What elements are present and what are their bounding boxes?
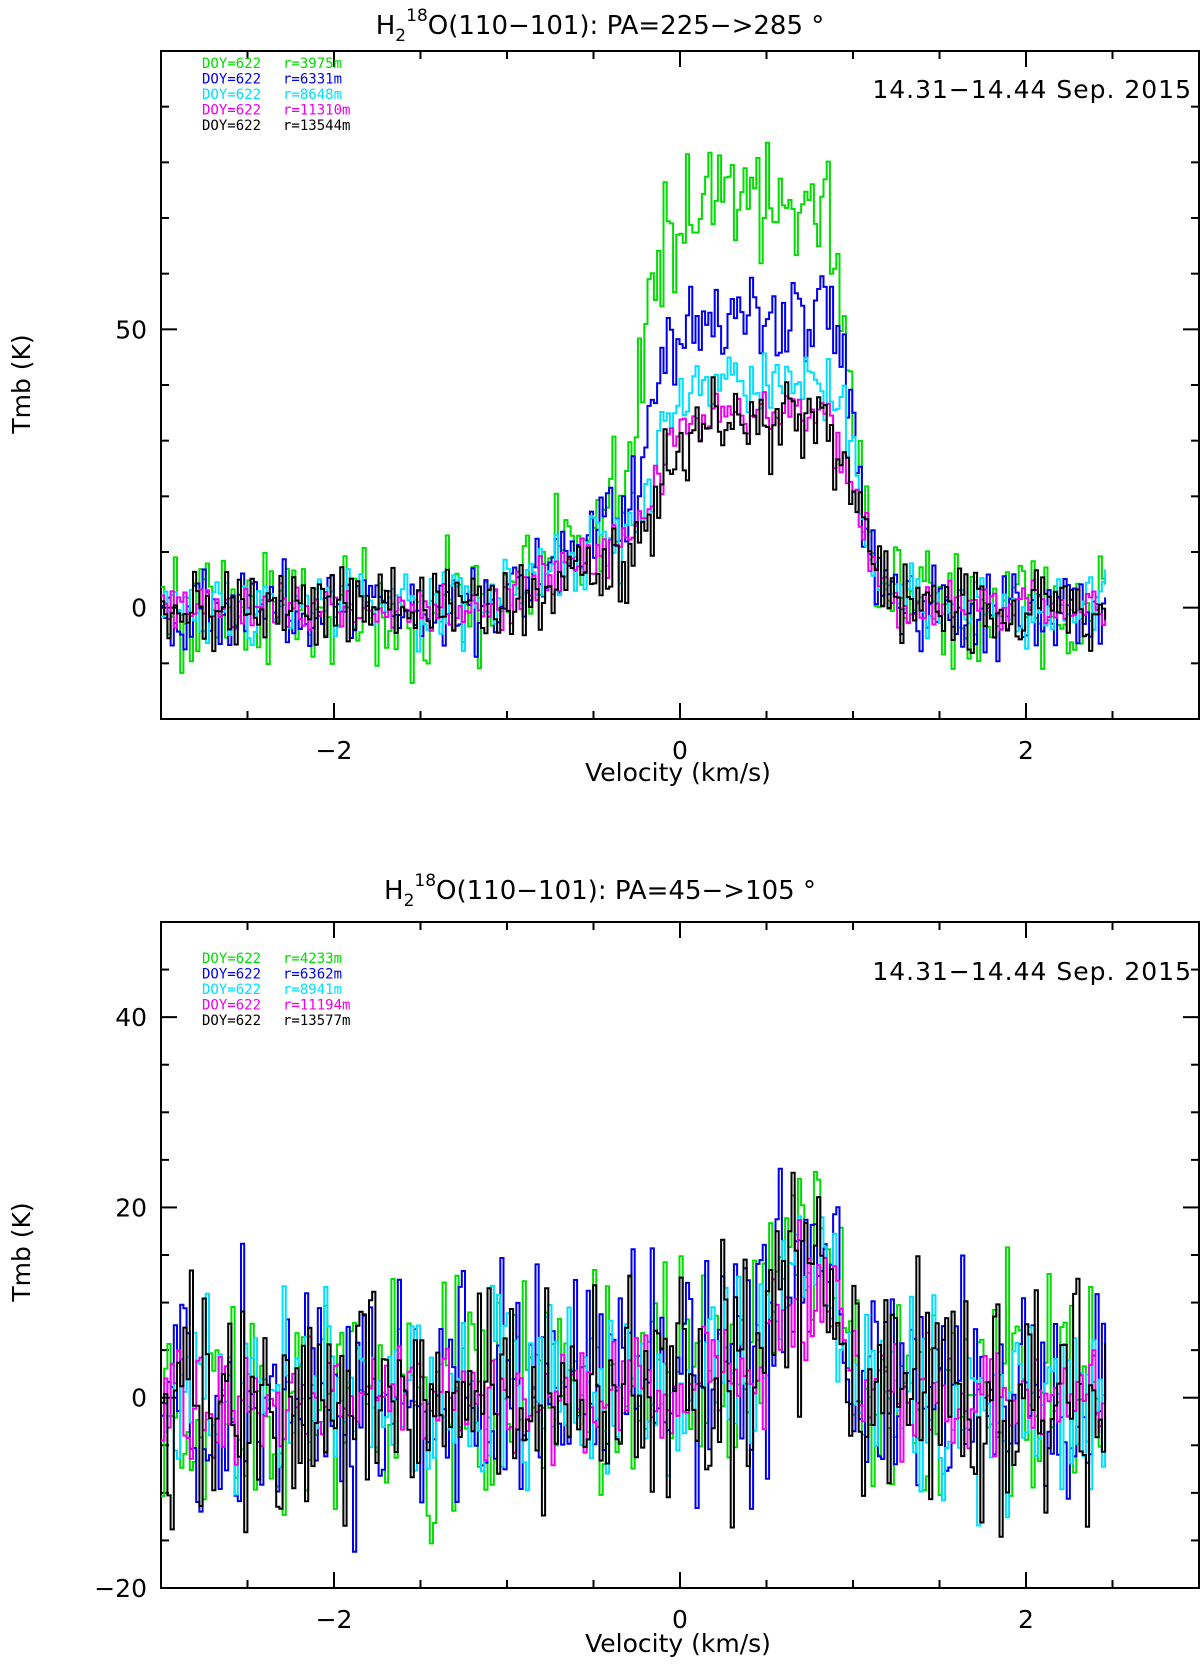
x-tick-label: 2	[1018, 1605, 1034, 1634]
top-x-tick-labels: −2 0 2	[316, 736, 1034, 765]
x-tick-label: 2	[1018, 736, 1034, 765]
legend-doy: DOY=622	[202, 87, 261, 103]
legend-radius: r=3975m	[283, 56, 342, 72]
x-tick-label: −2	[316, 736, 353, 765]
legend-doy: DOY=622	[202, 1013, 261, 1029]
legend-doy: DOY=622	[202, 72, 261, 88]
legend-entry: DOY=622 r=6331m	[202, 72, 342, 88]
bottom-x-axis-label: Velocity (km/s)	[585, 1629, 771, 1658]
y-tick-label: 0	[131, 594, 147, 623]
legend-doy: DOY=622	[202, 967, 261, 983]
bottom-x-tick-labels: −2 0 2	[316, 1605, 1034, 1634]
bottom-panel-title: H218O(110−101): PA=45−>105 °	[384, 871, 816, 911]
legend-radius: r=13544m	[283, 118, 350, 134]
x-tick-label: −2	[316, 1605, 353, 1634]
legend-radius: r=11310m	[283, 103, 350, 119]
legend-radius: r=6362m	[283, 967, 342, 983]
top-plot-traces	[161, 141, 1107, 684]
series-trace-5	[161, 1171, 1107, 1538]
legend-radius: r=6331m	[283, 72, 342, 88]
series-trace-3	[161, 352, 1107, 653]
legend-radius: r=11194m	[283, 998, 350, 1014]
bottom-date-label: 14.31−14.44 Sep. 2015	[872, 957, 1192, 986]
series-trace-2	[161, 275, 1107, 663]
y-tick-label: 0	[131, 1384, 147, 1413]
bottom-plot-traces	[161, 1167, 1107, 1553]
top-panel: H218O(110−101): PA=225−>285 ° 14.31−14.4…	[7, 6, 1200, 787]
bottom-axis-ticks	[160, 921, 1200, 1589]
legend-doy: DOY=622	[202, 998, 261, 1014]
legend-entry: DOY=622 r=11310m	[202, 103, 350, 119]
top-legend: DOY=622 r=3975m DOY=622 r=6331m DOY=622 r=864…	[202, 56, 350, 134]
y-tick-label: 50	[115, 315, 147, 344]
legend-entry: DOY=622 r=8941m	[202, 982, 342, 998]
legend-entry: DOY=622 r=3975m	[202, 56, 342, 72]
top-y-tick-labels: 0 50	[115, 315, 147, 622]
top-date-label: 14.31−14.44 Sep. 2015	[872, 75, 1192, 104]
series-trace-4	[161, 1219, 1107, 1467]
top-axis-ticks	[160, 50, 1200, 720]
legend-doy: DOY=622	[202, 103, 261, 119]
legend-entry: DOY=622 r=6362m	[202, 967, 342, 983]
legend-doy: DOY=622	[202, 951, 261, 967]
legend-entry: DOY=622 r=13544m	[202, 118, 350, 134]
top-panel-title: H218O(110−101): PA=225−>285 °	[376, 6, 825, 46]
bottom-y-tick-labels: −20 0 20 40	[94, 1003, 147, 1603]
legend-doy: DOY=622	[202, 56, 261, 72]
bottom-panel: H218O(110−101): PA=45−>105 ° 14.31−14.44…	[7, 871, 1200, 1658]
legend-entry: DOY=622 r=4233m	[202, 951, 342, 967]
legend-radius: r=4233m	[283, 951, 342, 967]
top-y-axis-label: Tmb (K)	[7, 334, 36, 434]
y-tick-label: 40	[115, 1003, 147, 1032]
series-trace-5	[161, 376, 1107, 654]
legend-radius: r=8941m	[283, 982, 342, 998]
top-x-axis-label: Velocity (km/s)	[585, 758, 771, 787]
series-trace-2	[161, 1167, 1107, 1553]
legend-doy: DOY=622	[202, 982, 261, 998]
bottom-legend: DOY=622 r=4233m DOY=622 r=6362m DOY=622 r=894…	[202, 951, 350, 1029]
y-tick-label: −20	[94, 1574, 147, 1603]
legend-radius: r=13577m	[283, 1013, 350, 1029]
bottom-y-axis-label: Tmb (K)	[7, 1202, 36, 1302]
y-tick-label: 20	[115, 1193, 147, 1222]
x-tick-label: 0	[672, 1605, 688, 1634]
legend-entry: DOY=622 r=11194m	[202, 998, 350, 1014]
legend-radius: r=8648m	[283, 87, 342, 103]
x-tick-label: 0	[672, 736, 688, 765]
legend-entry: DOY=622 r=13577m	[202, 1013, 350, 1029]
legend-doy: DOY=622	[202, 118, 261, 134]
legend-entry: DOY=622 r=8648m	[202, 87, 342, 103]
series-trace-1	[161, 1170, 1107, 1545]
